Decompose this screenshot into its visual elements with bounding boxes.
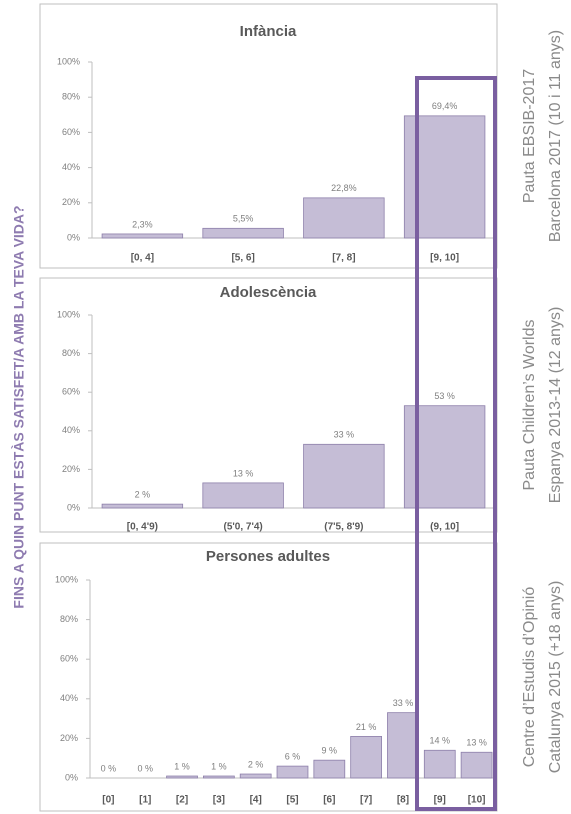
x-tick-label: (9, 10] — [430, 522, 459, 533]
x-tick-label: [9] — [434, 795, 446, 806]
data-label: 1 % — [211, 761, 227, 771]
data-label: 5,5% — [233, 214, 254, 224]
data-label: 13 % — [233, 468, 254, 478]
y-tick-label: 0% — [67, 502, 80, 512]
bar — [276, 765, 309, 779]
data-label: 22,8% — [331, 183, 357, 193]
bar — [313, 759, 346, 779]
x-tick-label: [5, 6] — [231, 253, 254, 264]
x-tick-label: [10] — [468, 795, 486, 806]
bar — [202, 775, 235, 779]
x-tick-label: [0] — [102, 795, 114, 806]
x-tick-label: [1] — [139, 795, 151, 806]
source-label: Espanya 2013-14 (12 anys) — [547, 307, 564, 504]
source-label: Centre d’Estudis d’Opinió — [521, 587, 538, 768]
y-tick-label: 100% — [55, 574, 78, 584]
side-title: FINS A QUIN PUNT ESTÀS SATISFET/A AMB LA… — [11, 205, 27, 608]
y-tick-label: 80% — [62, 348, 80, 358]
data-label: 1 % — [174, 761, 190, 771]
x-tick-label: [2] — [176, 795, 188, 806]
y-tick-label: 80% — [62, 92, 80, 102]
data-label: 2,3% — [132, 219, 153, 229]
y-tick-label: 20% — [60, 733, 78, 743]
data-label: 0 % — [101, 763, 117, 773]
y-tick-label: 80% — [60, 614, 78, 624]
data-label: 2 % — [248, 759, 264, 769]
y-tick-label: 40% — [60, 693, 78, 703]
bar — [101, 503, 184, 509]
y-tick-label: 100% — [57, 56, 80, 66]
x-tick-label: [5] — [286, 795, 298, 806]
data-label: 2 % — [135, 490, 151, 500]
data-label: 6 % — [285, 751, 301, 761]
data-label: 33 % — [393, 698, 414, 708]
y-tick-label: 100% — [57, 309, 80, 319]
bar — [423, 749, 456, 779]
data-label: 9 % — [322, 746, 338, 756]
x-tick-label: [9, 10] — [430, 253, 459, 264]
x-tick-label: [7] — [360, 795, 372, 806]
x-tick-label: [7, 8] — [332, 253, 355, 264]
x-tick-label: (5'0, 7'4) — [224, 522, 263, 533]
x-tick-label: [0, 4'9) — [127, 522, 158, 533]
data-label: 0 % — [137, 763, 153, 773]
source-label: Catalunya 2015 (+18 anys) — [547, 581, 564, 774]
y-tick-label: 40% — [62, 425, 80, 435]
data-label: 13 % — [466, 738, 487, 748]
data-label: 14 % — [430, 736, 451, 746]
x-tick-label: [3] — [213, 795, 225, 806]
chart-title: Infància — [240, 23, 297, 40]
source-label: Pauta EBSIB-2017 — [521, 69, 538, 203]
y-tick-label: 0% — [65, 772, 78, 782]
bar — [350, 736, 383, 779]
highlight-box — [415, 76, 497, 811]
bar — [101, 233, 184, 239]
bar — [303, 197, 385, 239]
bar — [303, 443, 385, 509]
y-tick-label: 20% — [62, 197, 80, 207]
bar — [202, 482, 284, 509]
bar — [239, 773, 272, 779]
chart-title: Persones adultes — [206, 548, 330, 565]
data-label: 21 % — [356, 722, 377, 732]
y-tick-label: 60% — [62, 387, 80, 397]
data-label: 33 % — [334, 430, 355, 440]
chart-title: Adolescència — [220, 284, 317, 301]
data-label: 69,4% — [432, 101, 458, 111]
x-tick-label: [4] — [250, 795, 262, 806]
bar — [166, 775, 198, 779]
y-tick-label: 60% — [60, 654, 78, 664]
bar — [387, 712, 419, 779]
bar — [202, 227, 284, 239]
y-tick-label: 40% — [62, 162, 80, 172]
x-tick-label: [8] — [397, 795, 409, 806]
x-tick-label: (7'5, 8'9) — [324, 522, 363, 533]
source-label: Barcelona 2017 (10 i 11 anys) — [547, 30, 564, 242]
bar — [460, 751, 493, 779]
source-label: Pauta Children’s Worlds — [521, 319, 538, 490]
data-label: 53 % — [434, 391, 455, 401]
x-tick-label: [0, 4] — [131, 253, 154, 264]
y-tick-label: 0% — [67, 232, 80, 242]
x-tick-label: [6] — [323, 795, 335, 806]
y-tick-label: 20% — [62, 464, 80, 474]
y-tick-label: 60% — [62, 127, 80, 137]
